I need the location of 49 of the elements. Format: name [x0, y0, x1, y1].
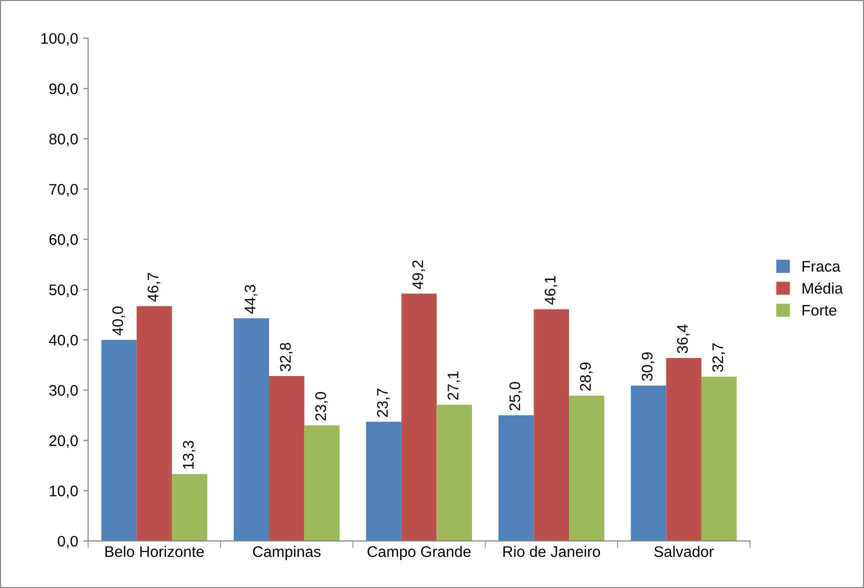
data-label: 28,9	[580, 362, 593, 391]
y-tick-label: 70,0	[49, 184, 78, 197]
data-label: 36,4	[677, 324, 690, 354]
bar	[101, 340, 137, 541]
y-tick-label: 20,0	[49, 435, 78, 448]
bar	[436, 404, 472, 541]
data-label: 13,3	[182, 440, 196, 469]
bar	[172, 474, 208, 541]
y-tick-label: 40,0	[49, 334, 78, 348]
bar	[234, 318, 270, 541]
y-tick-label: 100,0	[41, 33, 78, 46]
data-label: 44,3	[244, 285, 258, 314]
y-tick-label: 50,0	[49, 284, 78, 298]
bar	[569, 396, 604, 541]
y-tick-label: 30,0	[49, 385, 78, 398]
x-tick-label: Campo Grande	[368, 546, 471, 560]
data-label: 46,1	[544, 276, 558, 305]
data-label: 32,7	[712, 343, 725, 372]
bar	[666, 358, 702, 541]
bar	[534, 309, 570, 541]
legend-label: Fraca	[802, 261, 840, 272]
bar	[366, 422, 402, 541]
y-tick-label: 90,0	[49, 83, 78, 96]
data-label: 27,1	[448, 372, 460, 400]
data-label: 23,0	[315, 392, 328, 420]
x-tick-label: Campinas	[253, 546, 321, 560]
data-label: 40,0	[112, 306, 125, 336]
x-tick-label: Belo Horizonte	[105, 546, 204, 558]
y-tick-label: 60,0	[49, 234, 78, 247]
bar	[269, 376, 304, 541]
data-label: 46,7	[148, 273, 160, 302]
legend-label: Média	[802, 282, 843, 294]
bar	[701, 376, 737, 541]
legend-label: Forte	[802, 305, 836, 316]
bar	[498, 415, 534, 541]
y-tick-label: 0,0	[58, 536, 78, 548]
bar	[401, 294, 437, 541]
bar	[304, 425, 340, 541]
bar	[136, 306, 172, 541]
data-label: 23,7	[377, 388, 390, 417]
y-tick-label: 80,0	[49, 134, 78, 146]
data-label: 25,0	[509, 382, 522, 410]
data-label: 49,2	[412, 260, 425, 290]
x-tick-label: Rio de Janeiro	[503, 546, 600, 558]
data-label: 30,9	[642, 352, 654, 381]
y-tick-label: 10,0	[50, 486, 78, 498]
data-label: 32,8	[280, 342, 293, 372]
x-tick-label: Salvador	[654, 546, 714, 558]
bar	[630, 386, 666, 541]
